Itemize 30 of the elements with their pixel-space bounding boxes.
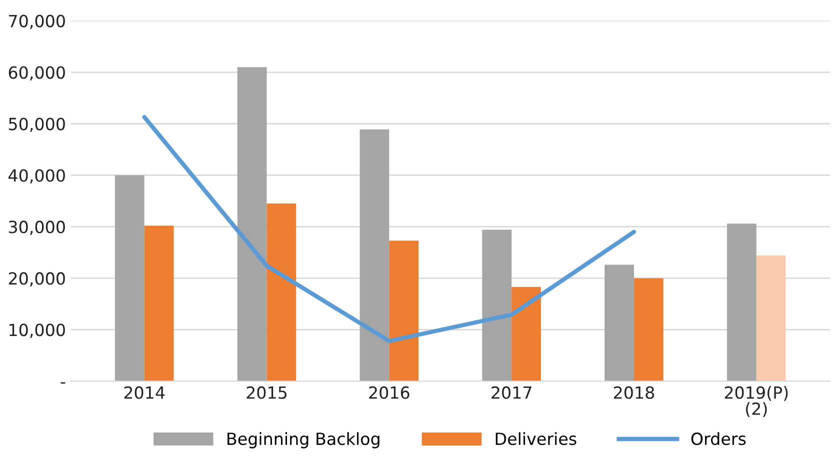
line-series <box>142 114 636 344</box>
y-tick-label: 10,000 <box>10 324 65 338</box>
bar <box>237 67 267 382</box>
x-tick-label: 2016 <box>369 386 410 399</box>
y-tick-label: 50,000 <box>9 118 65 132</box>
y-tick-label: - <box>60 382 66 384</box>
bar <box>604 264 634 382</box>
bar <box>389 240 419 382</box>
y-tick-label: 30,000 <box>8 220 65 235</box>
y-tick-label: 20,000 <box>8 272 65 286</box>
bar <box>266 204 296 382</box>
y-tick-label: 70,000 <box>9 14 65 30</box>
bar <box>360 129 390 382</box>
bar <box>114 175 144 382</box>
y-tick-label: 60,000 <box>8 66 65 81</box>
y-tick-label: 40,000 <box>8 169 65 184</box>
x-tick-label: 2018 <box>614 386 654 399</box>
legend-label: Orders <box>691 432 746 446</box>
bar <box>727 224 756 382</box>
x-tick-label: 2017 <box>492 386 532 399</box>
bar <box>512 286 541 382</box>
x-tick-label: 2014 <box>124 386 165 399</box>
legend-label: Deliveries <box>496 432 576 446</box>
x-tick-label: 2015 <box>246 386 286 399</box>
x-tick-label: 2019(P) (2) <box>724 386 788 418</box>
legend-label: Beginning Backlog <box>228 432 380 448</box>
bar <box>482 230 512 382</box>
bar <box>756 256 786 382</box>
bar <box>634 278 664 382</box>
bar <box>144 226 174 382</box>
